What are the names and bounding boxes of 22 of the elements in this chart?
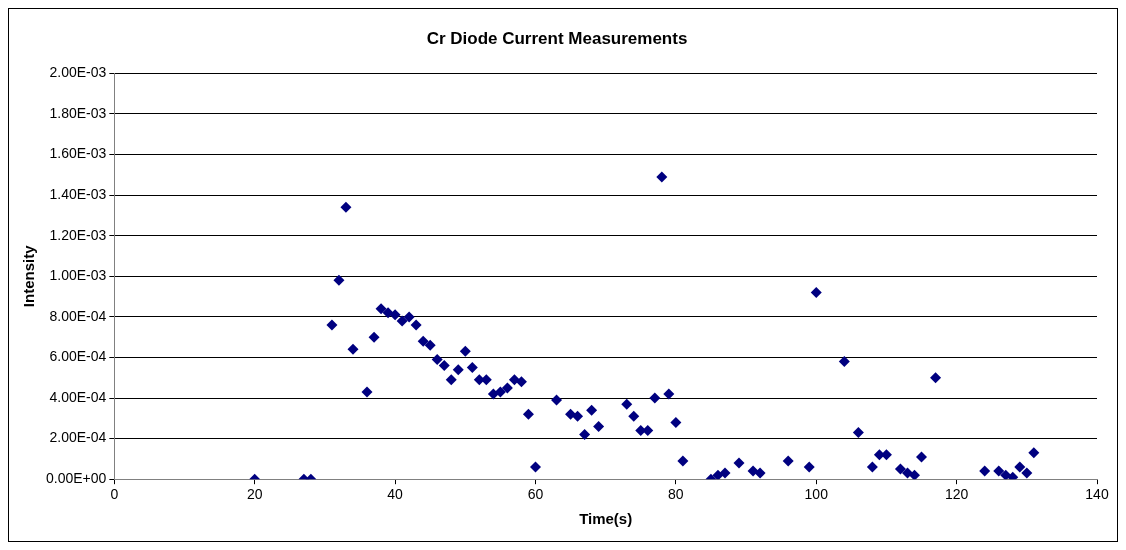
- x-tick-label: 60: [527, 486, 544, 503]
- chart-title: Cr Diode Current Measurements: [426, 28, 688, 48]
- y-tick-label: 6.00E-04: [49, 348, 107, 365]
- y-tick-label: 0.00E+00: [45, 470, 107, 487]
- y-tick-label: 1.00E-03: [49, 267, 107, 284]
- x-tick-label: 140: [1085, 486, 1109, 503]
- y-tick-label: 1.20E-03: [49, 226, 107, 243]
- y-tick-label: 8.00E-04: [49, 307, 107, 324]
- y-tick-label: 2.00E-04: [49, 429, 107, 446]
- x-tick-label: 100: [804, 486, 829, 503]
- y-tick-label: 1.60E-03: [49, 145, 107, 162]
- x-tick-label: 80: [668, 486, 684, 503]
- y-axis-title: Intensity: [20, 244, 38, 308]
- y-tick-label: 2.00E-03: [49, 64, 107, 81]
- x-tick-label: 0: [110, 486, 119, 503]
- y-tick-label: 1.40E-03: [49, 186, 107, 202]
- x-axis-title: Time(s): [579, 510, 633, 528]
- y-tick-label: 4.00E-04: [49, 388, 107, 405]
- x-tick-label: 20: [246, 486, 263, 503]
- y-tick-label: 1.80E-03: [49, 104, 107, 121]
- x-tick-label: 40: [387, 486, 404, 503]
- x-tick-label: 120: [944, 486, 969, 503]
